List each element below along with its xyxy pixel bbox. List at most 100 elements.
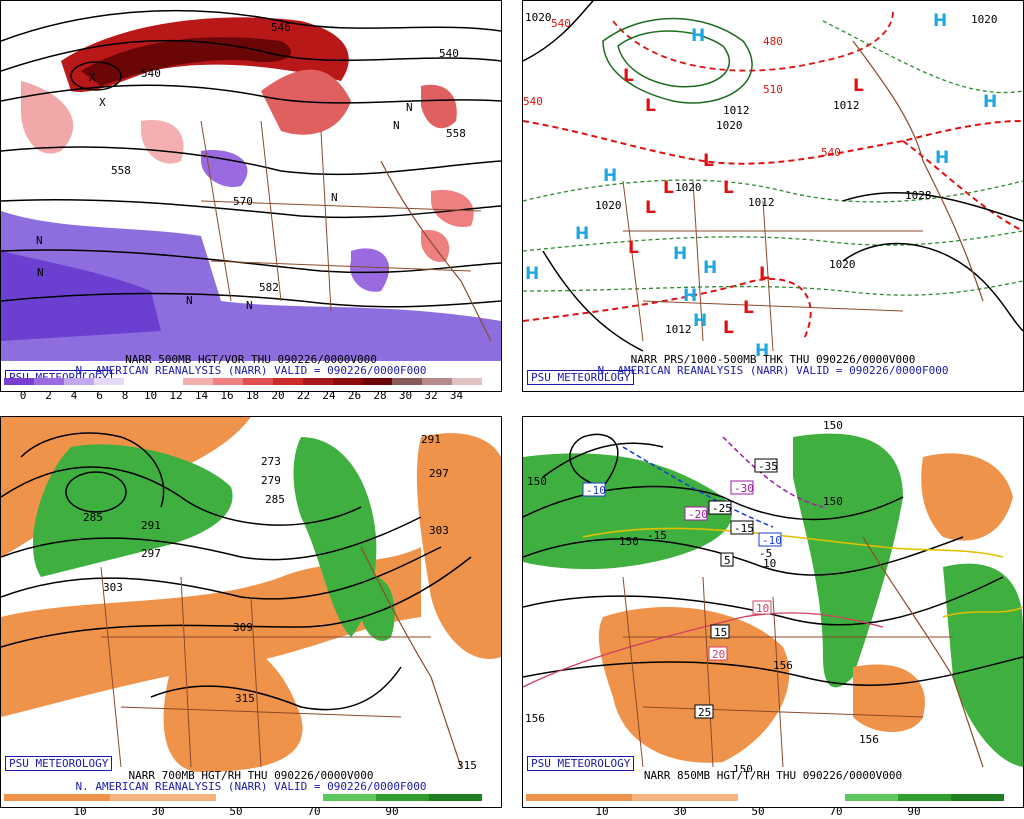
colorbar-swatch <box>110 794 164 801</box>
map-pressure: 1020 1020 1012 1012 1020 1020 1012 1028 … <box>523 1 1023 361</box>
colorbar-tick-label: 24 <box>322 389 336 402</box>
temp-label: 10 <box>756 602 769 615</box>
colorbar-tick-label: 10 <box>143 389 158 402</box>
contour-label: 570 <box>233 195 253 208</box>
temp-label: -35 <box>758 460 778 473</box>
colorbar-swatch <box>897 794 951 801</box>
contour-label: 303 <box>429 524 449 537</box>
panel-subcaption: N. AMERICAN REANALYSIS (NARR) VALID = 09… <box>75 364 427 377</box>
map-700mb: 273 279 285 291 297 303 309 315 285 291 … <box>1 417 501 772</box>
vort-marker: N <box>36 234 43 247</box>
contour-label: 156 <box>773 659 793 672</box>
vort-marker: N <box>246 299 253 312</box>
high-pressure-marker: H <box>575 224 589 244</box>
isobar-label: 1012 <box>723 104 750 117</box>
colorbar-ticks-500mb: 0 2 4 6 8 10 12 14 16 18 20 22 24 26 28 30 32 34 <box>0 389 502 403</box>
high-pressure-marker: H <box>693 311 707 331</box>
colorbar-swatch <box>452 378 482 385</box>
colorbar-ticks-700mb: 10 30 50 70 90 <box>0 805 502 819</box>
colorbar-swatch <box>579 794 633 801</box>
isobar-label: 1028 <box>905 189 932 202</box>
thickness-label: 540 <box>523 95 543 108</box>
high-pressure-marker: H <box>935 148 949 168</box>
colorbar-tick-label: 30 <box>151 805 165 818</box>
psu-meteorology-badge: PSU METEOROLOGY <box>527 756 635 771</box>
thickness-label: 540 <box>551 17 571 30</box>
colorbar-swatch <box>272 378 303 385</box>
colorbar-tick-label: 0 <box>19 389 27 402</box>
colorbar-swatch <box>375 794 429 801</box>
colorbar-swatch <box>4 794 58 801</box>
contour-label: 285 <box>83 511 103 524</box>
contour-label: 291 <box>421 433 441 446</box>
low-pressure-marker: L <box>628 238 639 258</box>
panel-700mb-rh: 273 279 285 291 297 303 309 315 285 291 … <box>0 416 502 819</box>
colorbar-swatch <box>302 378 333 385</box>
contour-label: 558 <box>446 127 466 140</box>
contour-label: 540 <box>439 47 459 60</box>
colorbar-500mb <box>4 378 482 385</box>
colorbar-tick-label: 10 <box>73 805 87 818</box>
vort-marker: N <box>406 101 413 114</box>
colorbar-tick-label: 6 <box>96 389 103 402</box>
colorbar-tick-label: 10 <box>595 805 609 818</box>
high-pressure-marker: H <box>933 11 947 31</box>
colorbar-swatch <box>57 794 111 801</box>
temp-label: 5 <box>724 554 731 567</box>
low-pressure-marker: L <box>623 66 634 86</box>
thickness-label: 540 <box>821 146 841 159</box>
temp-label: -15 <box>734 522 754 535</box>
contour-label: 582 <box>259 281 279 294</box>
contour-label: 540 <box>141 67 161 80</box>
colorbar-swatch <box>216 794 270 801</box>
vort-max-marker: X <box>99 96 106 109</box>
panel-subcaption: N. AMERICAN REANALYSIS (NARR) VALID = 09… <box>75 780 427 793</box>
colorbar-700mb <box>4 794 482 801</box>
high-pressure-marker: H <box>703 258 717 278</box>
colorbar-tick-label: 18 <box>245 389 260 402</box>
colorbar-swatch <box>183 378 214 385</box>
contour-label: 150 <box>527 475 547 488</box>
contour-label: 297 <box>141 547 161 560</box>
colorbar-swatch <box>269 794 323 801</box>
high-pressure-marker: H <box>673 244 687 264</box>
high-pressure-marker: H <box>691 26 705 46</box>
contour-label: 297 <box>429 467 449 480</box>
temp-label: 20 <box>712 648 725 661</box>
colorbar-tick-label: 16 <box>220 389 234 402</box>
isobar-label: 1012 <box>665 323 692 336</box>
temp-label: -15 <box>647 529 667 542</box>
colorbar-850mb <box>526 794 1004 801</box>
colorbar-tick-label: 30 <box>673 805 687 818</box>
panel-caption: NARR PRS/1000-500MB THK THU 090226/0000V… <box>630 353 916 366</box>
colorbar-swatch <box>632 794 686 801</box>
colorbar-swatch <box>93 378 124 385</box>
contour-label: 315 <box>457 759 477 772</box>
thickness-label: 510 <box>763 83 783 96</box>
low-pressure-marker: L <box>703 151 714 171</box>
colorbar-tick-label: 70 <box>829 805 843 818</box>
isobar-label: 1020 <box>716 119 743 132</box>
map-850mb: 150 150 156 156 150 156 150 150 -10 -30 … <box>523 419 1023 772</box>
contour-label: 558 <box>111 164 131 177</box>
colorbar-tick-label: 4 <box>70 389 78 402</box>
colorbar-swatch <box>362 378 393 385</box>
colorbar-tick-label: 14 <box>194 389 209 402</box>
colorbar-swatch <box>950 794 1004 801</box>
colorbar-swatch <box>738 794 792 801</box>
colorbar-swatch <box>63 378 94 385</box>
vort-marker: N <box>186 294 193 307</box>
colorbar-tick-label: 8 <box>121 389 129 402</box>
colorbar-swatch <box>213 378 243 385</box>
high-pressure-marker: H <box>683 286 697 306</box>
colorbar-swatch <box>163 794 217 801</box>
colorbar-swatch <box>123 378 154 385</box>
colorbar-swatch <box>392 378 423 385</box>
colorbar-tick-label: 34 <box>449 389 464 402</box>
panel-caption: NARR 700MB HGT/RH THU 090226/0000V000 <box>128 769 374 782</box>
colorbar-swatch <box>844 794 898 801</box>
panel-subcaption: N. AMERICAN REANALYSIS (NARR) VALID = 09… <box>597 364 949 377</box>
temp-label: -10 <box>586 484 606 497</box>
colorbar-tick-label: 30 <box>398 389 413 402</box>
contour-label: 279 <box>261 474 281 487</box>
